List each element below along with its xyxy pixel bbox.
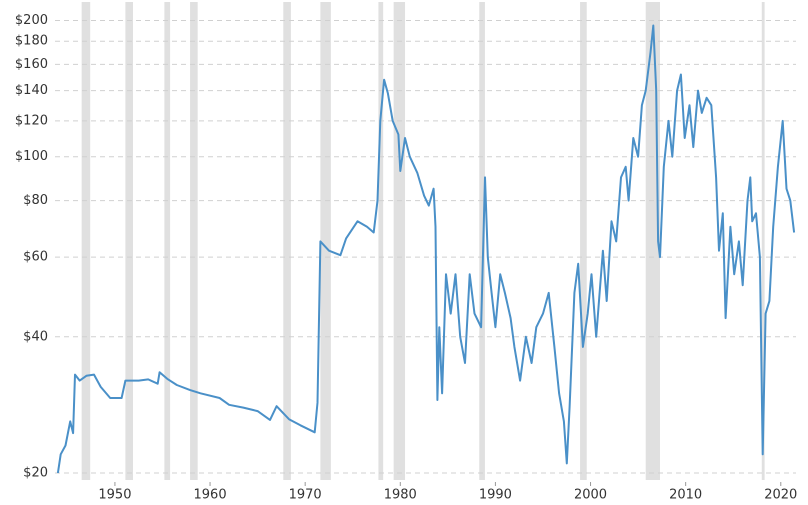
shaded-period [164,2,171,480]
y-tick-label: $100 [15,149,48,164]
x-tick-label: 2000 [574,488,607,503]
y-tick-label: $20 [23,465,48,480]
x-tick-label: 1980 [384,488,417,503]
y-tick-label: $120 [15,113,48,128]
x-tick-label: 1970 [289,488,322,503]
shaded-period [283,2,291,480]
shaded-period [190,2,198,480]
y-tick-label: $160 [15,57,48,72]
shaded-period [378,2,384,480]
x-tick-label: 2020 [764,488,797,503]
price-line [56,24,796,474]
shaded-period [580,2,587,480]
x-tick-label: 1990 [479,488,512,503]
shaded-period [479,2,485,480]
shaded-period [761,2,765,480]
y-tick-label: $40 [23,329,48,344]
y-tick-label: $60 [23,250,48,265]
y-tick-label: $140 [15,83,48,98]
shaded-period [320,2,331,480]
y-tick-label: $80 [23,193,48,208]
y-tick-label: $200 [15,13,48,28]
x-tick-label: 1960 [194,488,227,503]
x-tick-label: 2010 [669,488,702,503]
shaded-period [81,2,91,480]
shaded-period [125,2,133,480]
y-tick-label: $180 [15,34,48,49]
x-tick-label: 1950 [98,488,131,503]
shaded-period [393,2,406,480]
